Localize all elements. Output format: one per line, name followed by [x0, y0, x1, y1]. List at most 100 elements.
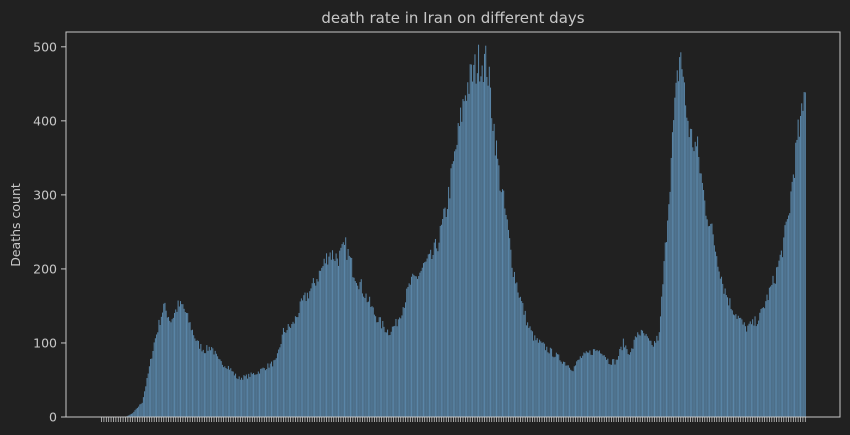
bar	[286, 330, 288, 417]
bar	[741, 319, 743, 417]
bar	[772, 275, 774, 417]
bar	[542, 342, 544, 417]
bar	[790, 191, 792, 417]
bar	[336, 258, 338, 417]
bar	[563, 361, 565, 417]
bar	[646, 336, 648, 417]
bar	[145, 386, 147, 417]
bar	[604, 357, 606, 417]
bar	[235, 373, 237, 417]
bar	[609, 364, 611, 417]
bar	[381, 328, 383, 417]
bar	[357, 285, 359, 417]
bar	[160, 316, 162, 417]
bar	[698, 156, 700, 418]
bar	[668, 204, 670, 417]
bar	[348, 255, 350, 417]
bar	[643, 333, 645, 417]
bar	[408, 283, 410, 417]
bar	[316, 279, 318, 417]
bar	[266, 369, 268, 417]
bar	[449, 198, 451, 417]
bar	[777, 266, 779, 417]
bar	[788, 215, 790, 417]
bar	[694, 141, 696, 417]
bar	[589, 350, 591, 417]
bar	[691, 129, 693, 417]
bar	[722, 283, 724, 417]
bar	[156, 334, 158, 417]
bar	[310, 288, 312, 417]
bar	[601, 353, 603, 417]
bar	[416, 278, 419, 417]
bar	[188, 322, 190, 417]
bar	[450, 168, 452, 417]
bar	[226, 369, 228, 417]
bar	[147, 373, 149, 417]
bar	[464, 95, 466, 417]
bar	[162, 312, 164, 417]
bar	[661, 296, 663, 417]
bar	[511, 267, 513, 417]
bar	[667, 220, 669, 417]
bar	[687, 120, 689, 418]
bar	[413, 275, 415, 417]
bar	[571, 370, 573, 417]
bar	[324, 263, 326, 417]
bar	[664, 242, 666, 417]
bar	[692, 147, 694, 417]
bar	[444, 207, 446, 417]
bar	[747, 325, 749, 417]
bar	[218, 358, 220, 417]
bar	[764, 308, 766, 417]
bar	[396, 326, 398, 417]
bar	[598, 350, 600, 417]
bar	[674, 97, 676, 418]
bar	[135, 408, 137, 417]
bar	[141, 402, 143, 417]
bar	[211, 347, 213, 417]
bar	[794, 177, 796, 417]
bar	[495, 140, 498, 418]
bar	[229, 369, 231, 417]
bar	[555, 352, 557, 417]
bar	[796, 139, 798, 418]
bar	[318, 270, 320, 417]
bar	[577, 359, 579, 417]
bar	[721, 276, 723, 417]
bar	[148, 366, 150, 417]
bar	[486, 76, 488, 417]
bar	[379, 317, 381, 417]
y-ticks-group: 0 100 200 300 400 500	[33, 39, 66, 425]
bar	[718, 271, 720, 417]
bar	[458, 126, 460, 418]
bar	[600, 353, 602, 417]
bar	[436, 248, 438, 417]
bar	[590, 354, 592, 417]
bar	[618, 356, 620, 417]
bar	[308, 298, 310, 417]
bar	[267, 363, 269, 417]
bar	[178, 306, 180, 417]
bar	[391, 326, 393, 417]
bar	[175, 309, 177, 417]
bar	[456, 144, 458, 417]
bar	[174, 312, 176, 417]
bar	[239, 379, 241, 417]
bar	[770, 286, 772, 417]
bar	[402, 307, 404, 417]
bar	[738, 317, 740, 417]
bar	[189, 322, 191, 417]
bar	[632, 348, 634, 417]
bar	[602, 355, 604, 417]
bar	[627, 354, 629, 417]
bar	[519, 296, 521, 417]
bar	[642, 330, 644, 417]
bar	[610, 364, 612, 417]
bar	[783, 237, 785, 417]
bar	[322, 266, 324, 417]
bar	[634, 336, 636, 417]
bar	[400, 318, 402, 417]
bar	[766, 294, 768, 417]
bar	[269, 363, 271, 417]
